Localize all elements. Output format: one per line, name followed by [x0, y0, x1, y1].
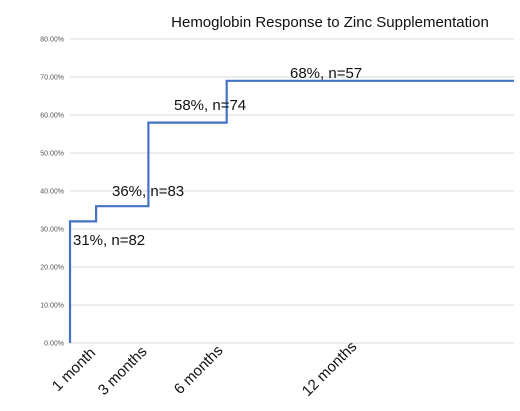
data-label-6-months: 58%, n=74	[174, 97, 246, 114]
y-tick-label: 10.00%	[40, 303, 64, 310]
y-tick-label: 70.00%	[40, 75, 64, 82]
x-axis-tick-labels: 1 month 3 months 6 months 12 months	[49, 338, 361, 400]
step-line-series	[68, 79, 514, 343]
x-tick-12-months: 12 months	[299, 338, 361, 400]
x-tick-6-months: 6 months	[171, 342, 227, 398]
y-tick-label: 80.00%	[40, 37, 64, 44]
y-tick-label: 40.00%	[40, 189, 64, 196]
data-label-3-months: 36%, n=83	[112, 183, 184, 200]
data-labels: 31%, n=82 36%, n=83 58%, n=74 68%, n=57	[73, 65, 362, 249]
data-label-1-month: 31%, n=82	[73, 232, 145, 249]
x-tick-1-month: 1 month	[49, 344, 99, 394]
y-tick-label: 0.00%	[44, 341, 64, 348]
x-tick-3-months: 3 months	[95, 343, 151, 399]
y-tick-label: 50.00%	[40, 151, 64, 158]
gridlines	[70, 38, 514, 306]
y-axis-tick-labels: 0.00% 10.00% 20.00% 30.00% 40.00% 50.00% 60.00…	[40, 37, 64, 348]
y-tick-label: 30.00%	[40, 227, 64, 234]
y-tick-label: 60.00%	[40, 113, 64, 120]
chart-title: Hemoglobin Response to Zinc Supplementat…	[171, 14, 489, 31]
y-tick-label: 20.00%	[40, 265, 64, 272]
data-label-12-months: 68%, n=57	[290, 65, 362, 82]
